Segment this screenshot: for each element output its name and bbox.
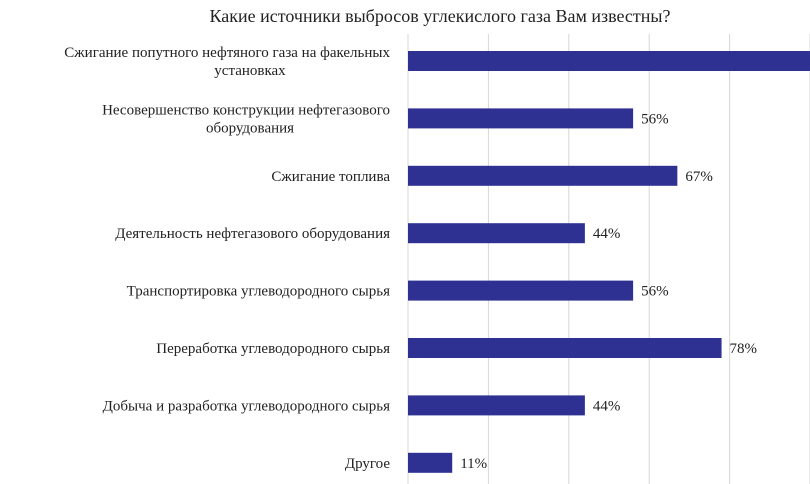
- bars: [408, 51, 810, 473]
- category-label-4: Транспортировка углеводородного сырья: [127, 284, 390, 300]
- data-label-6: 44%: [593, 398, 621, 414]
- category-label-0-line-1: установках: [214, 63, 286, 79]
- chart-title: Какие источники выбросов углекислого газ…: [209, 6, 670, 26]
- category-label-7: Другое: [345, 456, 390, 472]
- data-label-5: 78%: [730, 341, 758, 357]
- category-label-5: Переработка углеводородного сырья: [156, 341, 390, 357]
- bar-3: [408, 223, 585, 244]
- bar-5: [408, 338, 722, 358]
- data-labels: 56% 67% 44% 56% 78% 44% 11%: [460, 111, 757, 471]
- data-label-3: 44%: [593, 226, 621, 242]
- category-labels: Сжигание попутного нефтяного газа на фак…: [64, 45, 390, 472]
- category-label-0-line-0: Сжигание попутного нефтяного газа на фак…: [64, 45, 390, 61]
- bar-6: [408, 395, 585, 416]
- category-label-2: Сжигание топлива: [271, 169, 390, 185]
- data-label-7: 11%: [460, 456, 487, 472]
- category-label-6: Добыча и разработка углеводородного сырь…: [103, 398, 390, 414]
- gridlines: [407, 34, 810, 484]
- data-label-4: 56%: [641, 284, 669, 300]
- bar-2: [408, 165, 678, 186]
- data-label-2: 67%: [685, 169, 713, 185]
- category-label-1-line-0: Несовершенство конструкции нефтегазового: [102, 102, 390, 118]
- category-label-3: Деятельность нефтегазового оборудования: [115, 226, 390, 242]
- category-label-1-line-1: оборудования: [206, 120, 294, 136]
- bar-7: [408, 452, 453, 473]
- bar-4: [408, 280, 634, 301]
- bar-1: [408, 108, 634, 129]
- bar-0: [408, 51, 810, 71]
- data-label-1: 56%: [641, 111, 669, 127]
